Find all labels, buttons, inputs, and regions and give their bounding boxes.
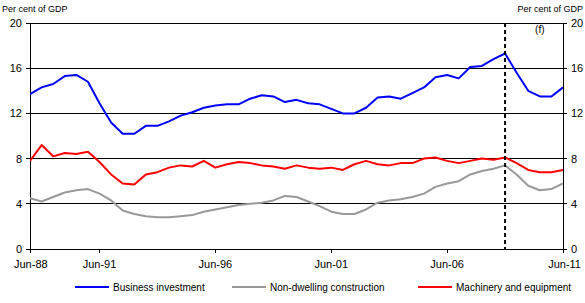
y2-tick-label: 0: [571, 243, 577, 255]
x-tick-label: Jun-11: [548, 258, 581, 270]
y-axis-title: Per cent of GDP: [2, 4, 68, 14]
x-tick-label: Jun-06: [430, 258, 464, 270]
legend: Business investment Non-dwelling construc…: [75, 282, 571, 293]
y2-tick: [563, 68, 567, 69]
y-tick: [26, 203, 30, 204]
series-line: [30, 54, 563, 134]
series-line: [30, 145, 563, 185]
legend-swatch: [418, 286, 452, 288]
y-tick-label: 20: [10, 17, 22, 29]
y-tick: [26, 113, 30, 114]
grid-line: [30, 203, 563, 204]
y-tick-label: 16: [10, 62, 22, 74]
grid-line: [30, 68, 563, 69]
y2-axis-title: Per cent of GDP: [517, 4, 583, 14]
grid-line: [30, 23, 563, 24]
grid-line: [30, 249, 563, 250]
x-tick: [563, 249, 564, 253]
y2-tick: [563, 23, 567, 24]
y2-tick: [563, 113, 567, 114]
x-axis: [30, 249, 563, 250]
forecast-line: [504, 23, 506, 249]
y-tick-label: 8: [16, 153, 22, 165]
legend-swatch: [232, 286, 266, 288]
x-tick-label: Jun-91: [83, 258, 117, 270]
x-tick-label: Jun-96: [199, 258, 233, 270]
y-tick: [26, 23, 30, 24]
legend-label: Business investment: [113, 282, 205, 293]
y2-tick: [563, 249, 567, 250]
grid-line: [30, 113, 563, 114]
x-tick: [99, 249, 100, 253]
y2-tick-label: 20: [571, 17, 583, 29]
y-tick-label: 4: [16, 198, 22, 210]
y2-tick-label: 12: [571, 107, 583, 119]
x-tick: [447, 249, 448, 253]
legend-label: Machinery and equipment: [456, 282, 571, 293]
y-axis: [30, 23, 31, 249]
x-tick-label: Jun-88: [14, 258, 48, 270]
legend-swatch: [75, 286, 109, 288]
y2-tick-label: 16: [571, 62, 583, 74]
y2-tick: [563, 203, 567, 204]
y2-axis: [563, 23, 564, 249]
y2-tick-label: 4: [571, 198, 577, 210]
y-tick-label: 12: [10, 107, 22, 119]
x-tick: [215, 249, 216, 253]
y-tick-label: 0: [16, 243, 22, 255]
plot-area: [30, 54, 563, 218]
x-tick-label: Jun-01: [314, 258, 348, 270]
x-tick: [331, 249, 332, 253]
legend-label: Non-dwelling construction: [270, 282, 385, 293]
y2-tick-label: 8: [571, 153, 577, 165]
y2-tick: [563, 158, 567, 159]
annotation: (f): [535, 24, 544, 35]
y-tick: [26, 249, 30, 250]
y-tick: [26, 158, 30, 159]
x-tick: [30, 249, 31, 253]
chart: 0 4 8 12 16 20 0 4 8 12 16 20 Jun-88 Jun-91 Jun-96 Jun-…: [0, 0, 585, 303]
y-tick: [26, 68, 30, 69]
